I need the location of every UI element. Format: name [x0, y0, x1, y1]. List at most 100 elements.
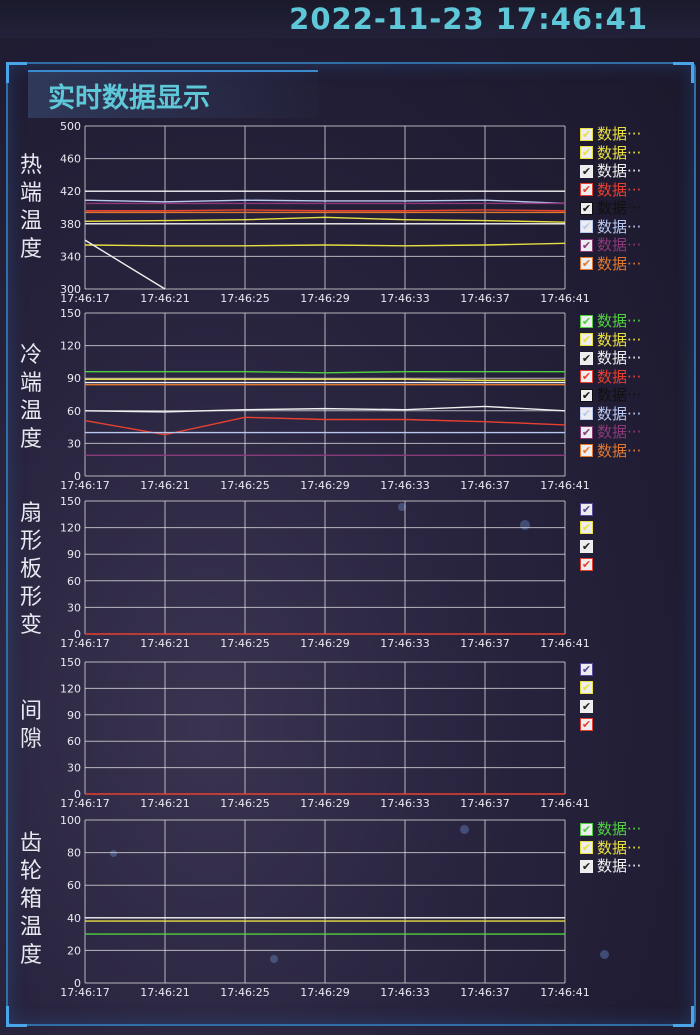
- legend-item[interactable]: ✔ 数据···: [580, 349, 641, 368]
- x-tick-label: 17:46:17: [60, 479, 109, 492]
- legend-label: 数据···: [597, 330, 642, 349]
- series-line: [84, 239, 166, 290]
- legend-item[interactable]: ✔: [580, 537, 597, 556]
- legend-checkbox-icon[interactable]: ✔: [580, 201, 593, 215]
- chart-side-label: 热端温度: [20, 153, 43, 262]
- x-tick-label: 17:46:29: [300, 986, 349, 999]
- x-tick-label: 17:46:33: [380, 479, 429, 492]
- legend-checkbox-icon[interactable]: ✔: [580, 164, 593, 178]
- legend-item[interactable]: ✔: [580, 716, 597, 735]
- legend-label: 数据···: [597, 143, 642, 162]
- line-chart: 150 120 90 60 30 017:46:17 17:46:21 17:46:25 17:…: [60, 307, 590, 492]
- legend-checkbox-icon[interactable]: ✔: [580, 521, 593, 535]
- legend-item[interactable]: ✔ 数据···: [580, 236, 641, 255]
- legend-item[interactable]: ✔ 数据···: [580, 368, 641, 387]
- legend-item[interactable]: ✔ 数据···: [580, 820, 641, 839]
- legend-checkbox-icon[interactable]: ✔: [580, 681, 593, 695]
- legend-checkbox-icon[interactable]: ✔: [580, 257, 593, 271]
- legend-item[interactable]: ✔ 数据···: [580, 255, 641, 274]
- legend-checkbox-icon[interactable]: ✔: [580, 425, 593, 439]
- legend-label: 数据···: [597, 162, 642, 181]
- x-tick-label: 17:46:33: [380, 637, 429, 650]
- legend-checkbox-icon[interactable]: ✔: [580, 333, 593, 347]
- legend-item[interactable]: ✔ 数据···: [580, 857, 641, 876]
- legend-checkbox-icon[interactable]: ✔: [580, 183, 593, 197]
- legend-checkbox-icon[interactable]: ✔: [580, 127, 593, 141]
- legend-checkbox-icon[interactable]: ✔: [580, 351, 593, 365]
- series-line: [84, 405, 566, 413]
- legend-item[interactable]: ✔: [580, 519, 597, 538]
- y-tick-label: 60: [67, 575, 81, 588]
- series-line: [84, 216, 566, 223]
- legend-label: 数据···: [597, 404, 642, 423]
- y-tick-label: 60: [67, 879, 81, 892]
- legend-checkbox-icon[interactable]: ✔: [580, 407, 593, 421]
- legend-item[interactable]: ✔ 数据···: [580, 839, 641, 858]
- legend-checkbox-icon[interactable]: ✔: [580, 370, 593, 384]
- y-tick-label: 100: [60, 814, 81, 827]
- y-tick-label: 150: [60, 495, 81, 508]
- legend-item[interactable]: ✔ 数据···: [580, 331, 641, 350]
- legend-checkbox-icon[interactable]: ✔: [580, 238, 593, 252]
- legend-checkbox-icon[interactable]: ✔: [580, 502, 593, 516]
- legend-label: 数据···: [597, 838, 642, 857]
- legend-checkbox-icon[interactable]: ✔: [580, 558, 593, 572]
- series-line: [85, 209, 566, 212]
- y-tick-label: 500: [60, 120, 81, 133]
- background-decoration: [600, 950, 609, 959]
- y-tick-label: 90: [67, 548, 81, 561]
- legend-label: 数据···: [597, 199, 642, 218]
- legend-item[interactable]: ✔: [580, 660, 597, 679]
- series-line: [84, 416, 566, 436]
- legend-item[interactable]: ✔ 数据···: [580, 125, 641, 144]
- legend-item[interactable]: ✔: [580, 556, 597, 575]
- chart-legend: ✔ ✔ ✔ ✔: [580, 500, 597, 574]
- x-tick-label: 17:46:41: [540, 637, 589, 650]
- legend-checkbox-icon[interactable]: ✔: [580, 388, 593, 402]
- y-tick-label: 340: [60, 250, 81, 263]
- legend-checkbox-icon[interactable]: ✔: [580, 699, 593, 713]
- x-tick-label: 17:46:33: [380, 986, 429, 999]
- legend-item[interactable]: ✔ 数据···: [580, 144, 641, 163]
- realtime-data-panel: [6, 62, 696, 1026]
- legend-label: 数据···: [597, 441, 642, 460]
- legend-item[interactable]: ✔ 数据···: [580, 162, 641, 181]
- y-tick-label: 90: [67, 372, 81, 385]
- series-line: [84, 242, 566, 247]
- y-tick-label: 150: [60, 656, 81, 669]
- legend-item[interactable]: ✔ 数据···: [580, 442, 641, 461]
- x-tick-label: 17:46:21: [140, 797, 189, 810]
- legend-item[interactable]: ✔ 数据···: [580, 181, 641, 200]
- x-tick-label: 17:46:29: [300, 637, 349, 650]
- legend-checkbox-icon[interactable]: ✔: [580, 444, 593, 458]
- y-tick-label: 300: [60, 283, 81, 296]
- legend-checkbox-icon[interactable]: ✔: [580, 662, 593, 676]
- legend-item[interactable]: ✔: [580, 697, 597, 716]
- legend-checkbox-icon[interactable]: ✔: [580, 220, 593, 234]
- legend-checkbox-icon[interactable]: ✔: [580, 539, 593, 553]
- legend-checkbox-icon[interactable]: ✔: [580, 314, 593, 328]
- y-tick-label: 80: [67, 847, 81, 860]
- legend-item[interactable]: ✔ 数据···: [580, 199, 641, 218]
- legend-item[interactable]: ✔ 数据···: [580, 423, 641, 442]
- legend-item[interactable]: ✔ 数据···: [580, 386, 641, 405]
- legend-item[interactable]: ✔ 数据···: [580, 218, 641, 237]
- legend-checkbox-icon[interactable]: ✔: [580, 822, 593, 836]
- background-decoration: [398, 503, 406, 511]
- y-tick-label: 30: [67, 762, 81, 775]
- legend-item[interactable]: ✔: [580, 500, 597, 519]
- panel-corner: [6, 1006, 27, 1027]
- legend-item[interactable]: ✔: [580, 679, 597, 698]
- legend-label: 数据···: [597, 312, 642, 331]
- legend-checkbox-icon[interactable]: ✔: [580, 841, 593, 855]
- legend-checkbox-icon[interactable]: ✔: [580, 718, 593, 732]
- y-tick-label: 60: [67, 405, 81, 418]
- series-line: [84, 199, 566, 205]
- legend-item[interactable]: ✔ 数据···: [580, 312, 641, 331]
- background-decoration: [520, 520, 530, 530]
- x-tick-label: 17:46:37: [460, 292, 509, 305]
- series-line: [85, 378, 565, 382]
- legend-item[interactable]: ✔ 数据···: [580, 405, 641, 424]
- legend-checkbox-icon[interactable]: ✔: [580, 146, 593, 160]
- legend-checkbox-icon[interactable]: ✔: [580, 859, 593, 873]
